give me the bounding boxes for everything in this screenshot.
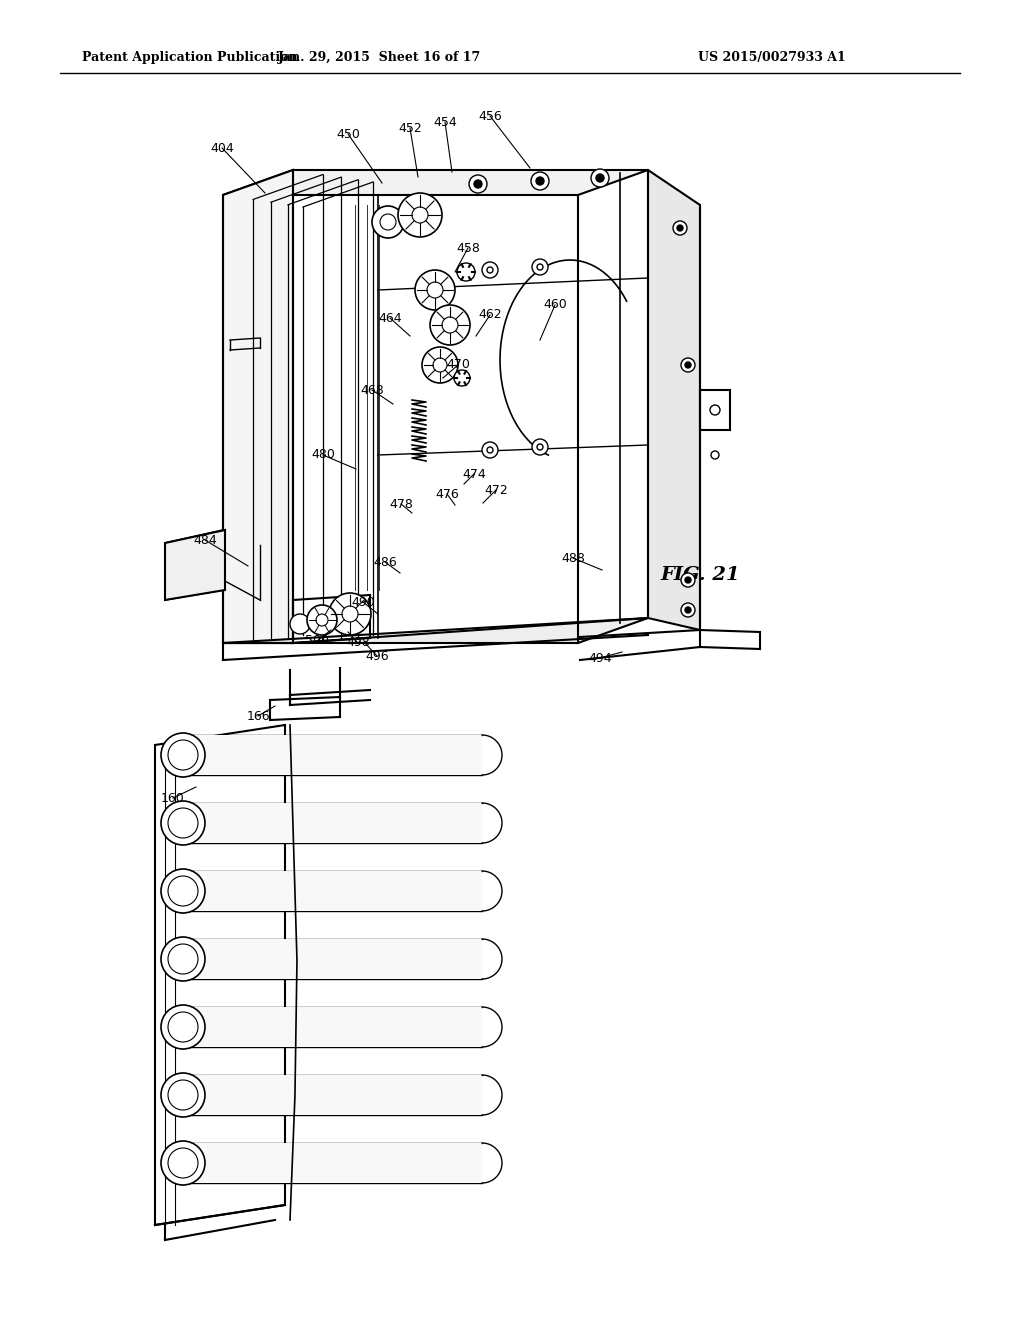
Text: Jan. 29, 2015  Sheet 16 of 17: Jan. 29, 2015 Sheet 16 of 17	[279, 50, 481, 63]
Circle shape	[596, 174, 604, 182]
Circle shape	[415, 271, 455, 310]
Circle shape	[168, 741, 198, 770]
Text: 494: 494	[588, 652, 611, 664]
Circle shape	[430, 305, 470, 345]
Text: 464: 464	[378, 312, 401, 325]
Polygon shape	[185, 871, 482, 911]
Circle shape	[329, 593, 371, 635]
Text: 452: 452	[398, 121, 422, 135]
Text: 498: 498	[346, 636, 370, 649]
Text: 462: 462	[478, 309, 502, 322]
Circle shape	[681, 603, 695, 616]
Text: 496: 496	[366, 649, 389, 663]
Text: 160: 160	[161, 792, 185, 804]
Text: 450: 450	[336, 128, 360, 140]
Circle shape	[161, 937, 205, 981]
Text: 454: 454	[433, 116, 457, 128]
Circle shape	[482, 442, 498, 458]
Circle shape	[532, 259, 548, 275]
Circle shape	[537, 444, 543, 450]
Circle shape	[316, 614, 328, 626]
Circle shape	[398, 193, 442, 238]
Text: 480: 480	[311, 449, 335, 462]
Polygon shape	[185, 803, 482, 843]
Circle shape	[161, 1140, 205, 1185]
Text: 460: 460	[543, 298, 567, 312]
Text: 472: 472	[484, 483, 508, 496]
Text: 484: 484	[194, 533, 217, 546]
Circle shape	[454, 370, 470, 385]
Circle shape	[685, 577, 691, 583]
Circle shape	[469, 176, 487, 193]
Circle shape	[482, 261, 498, 279]
Polygon shape	[165, 531, 225, 601]
Text: 456: 456	[478, 110, 502, 123]
Polygon shape	[223, 170, 648, 195]
Text: 488: 488	[561, 552, 585, 565]
Circle shape	[591, 169, 609, 187]
Circle shape	[168, 1080, 198, 1110]
Text: 458: 458	[456, 242, 480, 255]
Circle shape	[372, 206, 404, 238]
Circle shape	[442, 317, 458, 333]
Circle shape	[685, 362, 691, 368]
Circle shape	[711, 451, 719, 459]
Text: 476: 476	[435, 487, 459, 500]
Circle shape	[290, 614, 310, 634]
Circle shape	[168, 944, 198, 974]
Text: US 2015/0027933 A1: US 2015/0027933 A1	[698, 50, 846, 63]
Circle shape	[427, 282, 443, 298]
Circle shape	[307, 605, 337, 635]
Circle shape	[161, 733, 205, 777]
Text: 490: 490	[351, 595, 375, 609]
Circle shape	[673, 220, 687, 235]
Polygon shape	[223, 170, 293, 643]
Circle shape	[433, 358, 447, 372]
Circle shape	[474, 180, 482, 187]
Polygon shape	[185, 939, 482, 979]
Polygon shape	[648, 170, 700, 630]
Text: 478: 478	[389, 498, 413, 511]
Text: 486: 486	[373, 556, 397, 569]
Circle shape	[380, 214, 396, 230]
Polygon shape	[223, 618, 648, 643]
Circle shape	[681, 358, 695, 372]
Circle shape	[161, 1073, 205, 1117]
Circle shape	[168, 808, 198, 838]
Text: 474: 474	[462, 467, 485, 480]
Circle shape	[531, 172, 549, 190]
Circle shape	[412, 207, 428, 223]
Circle shape	[681, 573, 695, 587]
Circle shape	[677, 224, 683, 231]
Text: 500: 500	[305, 635, 329, 648]
Circle shape	[168, 876, 198, 906]
Text: 166: 166	[246, 710, 269, 722]
Circle shape	[457, 263, 475, 281]
Circle shape	[161, 869, 205, 913]
Polygon shape	[185, 1007, 482, 1047]
Circle shape	[536, 177, 544, 185]
Circle shape	[168, 1148, 198, 1177]
Circle shape	[161, 801, 205, 845]
Text: 468: 468	[360, 384, 384, 396]
Circle shape	[710, 405, 720, 414]
Circle shape	[532, 440, 548, 455]
Circle shape	[685, 607, 691, 612]
Polygon shape	[185, 1143, 482, 1183]
Text: 470: 470	[446, 359, 470, 371]
Circle shape	[537, 264, 543, 271]
Circle shape	[487, 267, 493, 273]
Circle shape	[422, 347, 458, 383]
Text: 404: 404	[210, 141, 233, 154]
Circle shape	[487, 447, 493, 453]
Circle shape	[342, 606, 358, 622]
Polygon shape	[185, 1074, 482, 1115]
Text: Patent Application Publication: Patent Application Publication	[82, 50, 298, 63]
Circle shape	[168, 1012, 198, 1041]
Circle shape	[161, 1005, 205, 1049]
Text: FIG. 21: FIG. 21	[660, 566, 739, 583]
Polygon shape	[185, 735, 482, 775]
